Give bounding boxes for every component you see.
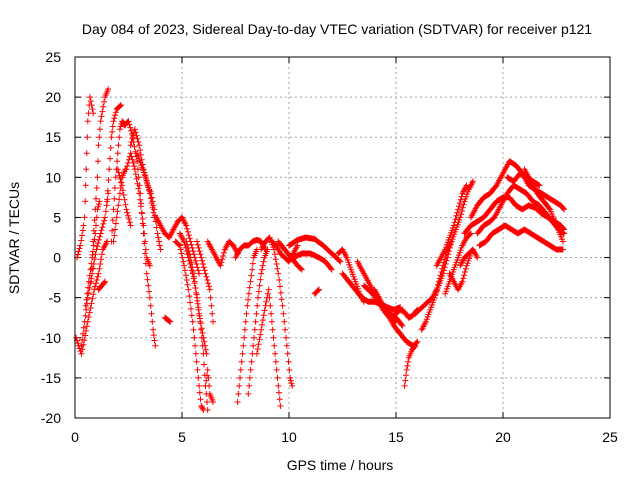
x-axis-title: GPS time / hours [287, 457, 394, 473]
data-marks-arc-38 [360, 282, 406, 329]
data-marks-arc-32 [290, 250, 335, 273]
x-tick-label: 25 [602, 429, 618, 445]
series-arc-16 [153, 214, 203, 277]
series-arc-30 [275, 238, 305, 273]
data-points [73, 86, 567, 413]
data-marks-arc-04 [81, 94, 97, 221]
data-marks-arc-21 [202, 366, 216, 405]
data-marks-arc-22 [194, 238, 216, 325]
data-marks-arc-39 [401, 342, 419, 389]
data-marks-arc-29 [268, 238, 301, 265]
data-marks-arc-25 [234, 246, 260, 405]
series-arc-33 [311, 286, 322, 297]
data-marks-arc-33 [311, 286, 322, 297]
data-marks-arc-26 [245, 246, 271, 397]
data-marks-arc-08 [104, 102, 124, 205]
x-tick-label: 0 [71, 429, 79, 445]
series-arc-47 [457, 246, 481, 269]
data-marks-arc-51 [476, 222, 566, 253]
series-arc-11 [114, 166, 134, 229]
series-arc-03 [78, 190, 112, 349]
x-tick-label: 10 [281, 429, 297, 445]
y-tick-label: -5 [49, 290, 62, 306]
series-arc-13 [123, 150, 153, 269]
series-arc-50 [474, 182, 567, 237]
data-marks-arc-23 [204, 238, 241, 269]
series-arc-45 [442, 230, 474, 297]
y-tick-label: 0 [53, 250, 61, 266]
series-arc-04 [81, 94, 97, 221]
y-axis-ticks: -20 -15 -10 -5 0 5 10 15 20 25 [41, 49, 610, 426]
series-arc-23 [204, 238, 241, 269]
series-arc-31 [286, 234, 344, 265]
y-tick-label: 20 [45, 89, 61, 105]
y-tick-label: 25 [45, 49, 61, 65]
series-arc-29 [268, 238, 301, 265]
data-marks-arc-02 [74, 222, 87, 261]
series-arc-22 [194, 238, 216, 325]
series-arc-02 [74, 222, 87, 261]
data-marks-arc-46 [446, 250, 474, 293]
data-marks-arc-15 [134, 150, 158, 221]
series-arc-08 [104, 102, 124, 205]
chart-title: Day 084 of 2023, Sidereal Day-to-day VTE… [82, 21, 592, 37]
data-marks-arc-19 [172, 238, 207, 413]
data-marks-arc-31 [286, 234, 344, 265]
series-arc-26 [245, 246, 271, 397]
data-marks-arc-13 [123, 150, 153, 269]
y-tick-label: -10 [41, 330, 61, 346]
y-tick-label: 15 [45, 129, 61, 145]
data-marks-arc-45 [442, 230, 474, 297]
y-tick-label: -15 [41, 370, 61, 386]
data-marks-arc-53 [521, 166, 566, 245]
data-marks-arc-16 [153, 214, 203, 277]
x-tick-label: 5 [178, 429, 186, 445]
y-tick-label: -20 [41, 410, 61, 426]
series-arc-51 [476, 222, 566, 253]
series-arc-53 [521, 166, 566, 245]
series-arc-44 [433, 182, 470, 269]
series-arc-38 [360, 282, 406, 329]
series-arc-07 [95, 278, 108, 293]
series-arc-17 [161, 314, 174, 325]
series-arc-39 [401, 342, 419, 389]
x-axis-ticks: 0 5 10 15 20 25 [71, 57, 618, 445]
data-marks-arc-01 [73, 238, 111, 357]
series-arc-25 [234, 246, 260, 405]
x-tick-label: 20 [495, 429, 511, 445]
y-tick-label: 10 [45, 169, 61, 185]
data-marks-arc-17 [161, 314, 174, 325]
plot-frame [74, 56, 611, 419]
data-marks-arc-30 [275, 238, 305, 273]
series-arc-19 [172, 238, 207, 413]
y-axis-title: SDTVAR / TECUs [6, 182, 22, 294]
x-tick-label: 15 [388, 429, 404, 445]
series-arc-01 [73, 238, 111, 357]
grid-lines [75, 57, 610, 418]
data-marks-arc-03 [78, 190, 112, 349]
series-arc-06 [88, 86, 112, 285]
data-marks-arc-50 [474, 182, 567, 237]
data-marks-arc-07 [95, 278, 108, 293]
series-arc-20 [183, 238, 210, 357]
series-arc-27 [253, 286, 284, 409]
data-marks-arc-47 [457, 246, 481, 269]
data-marks-arc-27 [253, 286, 284, 409]
data-marks-arc-44 [433, 182, 470, 269]
series-arc-32 [290, 250, 335, 273]
series-arc-15 [134, 150, 158, 221]
series-arc-21 [202, 366, 216, 405]
data-marks-arc-11 [114, 166, 134, 229]
y-tick-label: 5 [53, 209, 61, 225]
data-marks-arc-20 [183, 238, 210, 357]
series-arc-46 [446, 250, 474, 293]
data-marks-arc-06 [88, 86, 112, 285]
